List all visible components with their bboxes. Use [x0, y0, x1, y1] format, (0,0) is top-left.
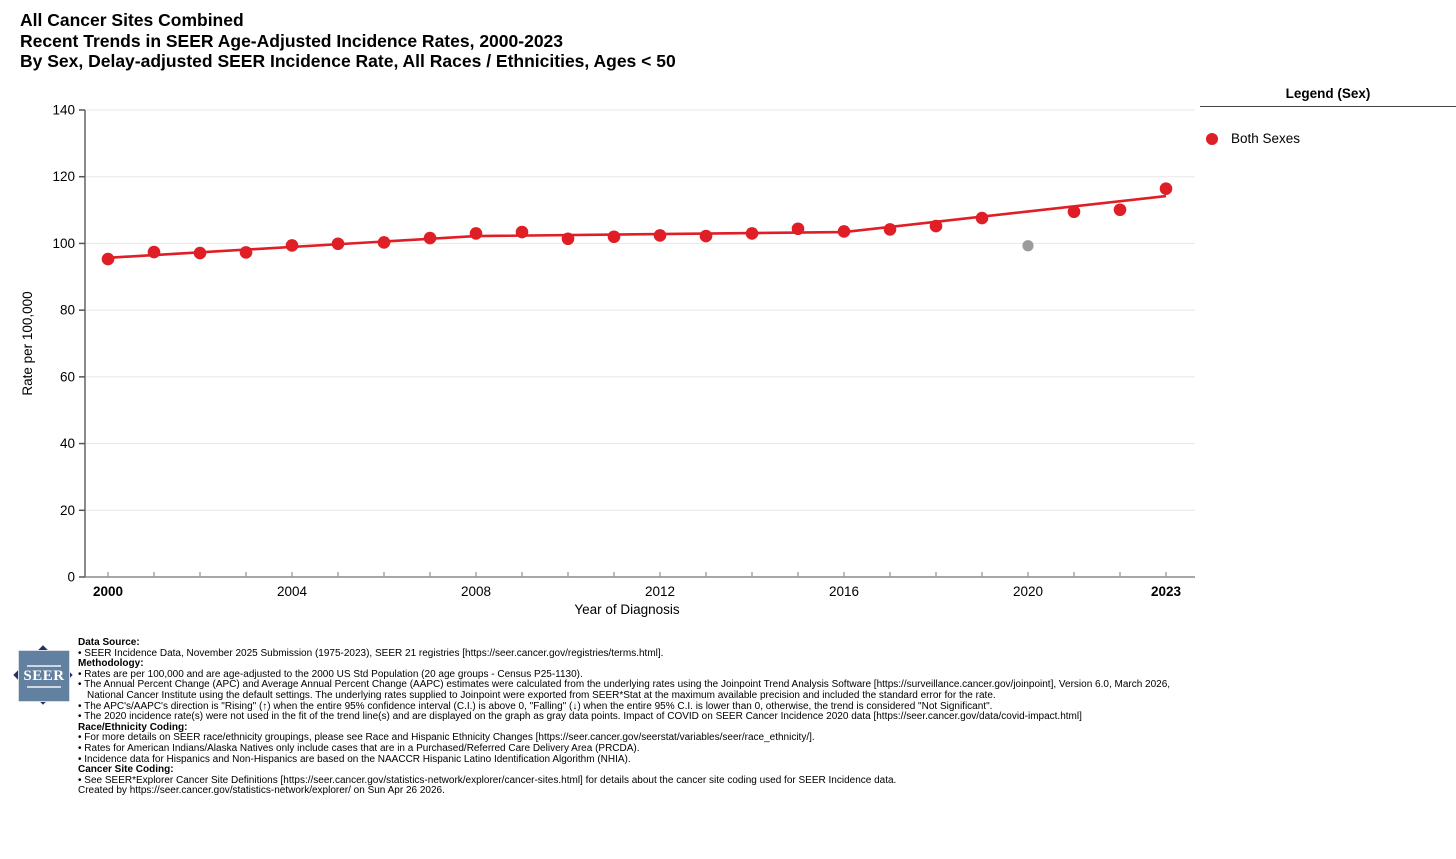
footnotes: Data Source: • SEER Incidence Data, Novem… — [78, 637, 1186, 797]
data-point-2010[interactable] — [561, 232, 575, 246]
footnote-line: • The APC's/AAPC's direction is "Rising"… — [78, 700, 993, 712]
data-point-2023[interactable] — [1159, 182, 1173, 196]
footnote-heading: Race/Ethnicity Coding: — [78, 721, 188, 733]
data-point-2013[interactable] — [699, 229, 713, 243]
footnote-line: • Rates are per 100,000 and are age-adju… — [78, 668, 583, 680]
data-point-2021[interactable] — [1067, 205, 1081, 219]
y-axis-ticks: 0 20 40 60 80 100 120 140 — [52, 103, 85, 585]
chart-subtitle-2: By Sex, Delay-adjusted SEER Incidence Ra… — [20, 51, 676, 71]
data-point-2005[interactable] — [331, 237, 345, 251]
data-point-2011[interactable] — [607, 230, 621, 244]
data-point-2000[interactable] — [101, 252, 115, 266]
data-point-2022[interactable] — [1113, 203, 1127, 217]
data-point-2017[interactable] — [883, 223, 897, 236]
chart-legend: Legend (Sex) Both Sexes — [1200, 86, 1456, 146]
trend-line — [107, 194, 1167, 260]
legend-divider — [1200, 106, 1456, 107]
page-title: All Cancer Sites Combined — [20, 10, 244, 30]
chart-title-block: All Cancer Sites Combined Recent Trends … — [20, 10, 676, 72]
x-tick-label: 2023 — [1151, 584, 1182, 599]
series-both-sexes — [101, 182, 1173, 266]
footnote-heading: Data Source: — [78, 637, 140, 648]
y-tick-label: 120 — [52, 169, 75, 184]
footnote-line: • Rates for American Indians/Alaska Nati… — [78, 742, 640, 754]
footnote-line: • The 2020 incidence rate(s) were not us… — [78, 711, 1082, 723]
data-point-2015[interactable] — [791, 222, 805, 236]
x-tick-label: 2008 — [461, 584, 491, 599]
seer-logo-icon: SEER — [12, 644, 74, 706]
x-axis-ticks: 2000 2004 2008 2012 2016 2020 2023 — [93, 572, 1182, 599]
y-tick-label: 80 — [60, 303, 75, 318]
y-tick-label: 100 — [52, 236, 75, 251]
footnote-line: • Incidence data for Hispanics and Non-H… — [78, 753, 631, 765]
chart-subtitle: Recent Trends in SEER Age-Adjusted Incid… — [20, 30, 564, 51]
incidence-trend-chart: 0 20 40 60 80 100 120 140 2000 2004 2008 2012 2016 20… — [0, 85, 1210, 630]
legend-title: Legend (Sex) — [1285, 86, 1371, 101]
footnote-line: • The Annual Percent Change (APC) and Av… — [78, 679, 1171, 701]
x-tick-label: 2000 — [93, 584, 123, 599]
x-tick-label: 2016 — [829, 584, 859, 599]
y-tick-label: 0 — [67, 570, 75, 585]
y-tick-label: 60 — [60, 369, 75, 384]
seer-logo-square: SEER — [18, 650, 70, 702]
x-tick-label: 2012 — [645, 584, 675, 599]
footnote-line: Created by https://seer.cancer.gov/stati… — [78, 785, 445, 797]
x-axis-title: Year of Diagnosis — [574, 602, 680, 617]
data-point-2008[interactable] — [469, 227, 483, 240]
footnote-line: • SEER Incidence Data, November 2025 Sub… — [78, 647, 664, 659]
y-tick-label: 40 — [60, 436, 75, 451]
data-point-2019[interactable] — [975, 211, 989, 225]
x-tick-label: 2004 — [277, 584, 308, 599]
footnote-line: • For more details on SEER race/ethnicit… — [78, 732, 815, 744]
y-axis-title: Rate per 100,000 — [20, 291, 35, 395]
legend-item-both-sexes[interactable]: Both Sexes — [1200, 131, 1456, 146]
data-point-2016[interactable] — [837, 225, 851, 238]
data-point-2009[interactable] — [515, 225, 529, 239]
data-point-2014[interactable] — [745, 227, 759, 240]
footnote-heading: Cancer Site Coding: — [78, 764, 174, 776]
data-point-2006[interactable] — [377, 236, 391, 249]
data-point-2007[interactable] — [423, 231, 437, 245]
legend-marker-icon — [1206, 132, 1218, 145]
data-point-2002[interactable] — [193, 246, 207, 260]
legend-item-label: Both Sexes — [1231, 131, 1301, 146]
data-point-2012[interactable] — [653, 229, 667, 242]
y-tick-label: 140 — [52, 103, 75, 118]
footnote-heading: Methodology: — [78, 658, 144, 670]
x-tick-label: 2020 — [1013, 584, 1043, 599]
seer-logo-text: SEER — [23, 667, 65, 684]
data-point-2003[interactable] — [239, 246, 253, 259]
axes — [84, 110, 1195, 578]
data-point-2001[interactable] — [147, 245, 161, 259]
y-tick-label: 20 — [60, 503, 75, 518]
data-point-excluded-2020[interactable] — [1022, 240, 1034, 252]
data-point-2018[interactable] — [929, 219, 943, 233]
gridlines — [85, 109, 1195, 511]
data-point-2004[interactable] — [285, 239, 299, 252]
footnote-line: • See SEER*Explorer Cancer Site Definiti… — [78, 774, 897, 786]
